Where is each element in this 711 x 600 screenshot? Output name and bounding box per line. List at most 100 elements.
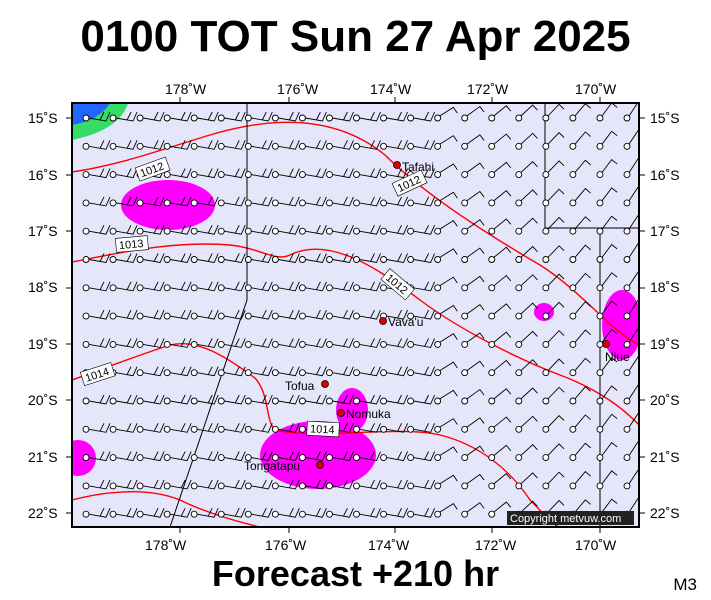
wind-barb xyxy=(217,366,246,377)
wind-barb xyxy=(82,309,111,320)
wind-barb xyxy=(353,140,381,150)
wind-barb xyxy=(298,366,327,377)
wind-barb xyxy=(298,196,327,207)
wind-barb xyxy=(244,309,273,320)
wind-barb xyxy=(163,168,192,179)
wind-barb xyxy=(623,186,639,207)
wind-barb xyxy=(244,338,273,348)
wind-barb xyxy=(353,309,381,320)
wind-barb xyxy=(217,338,246,348)
wind-barb xyxy=(109,196,138,207)
wind-barb xyxy=(109,338,138,348)
wind-barb xyxy=(434,361,458,377)
wind-barb xyxy=(109,394,138,405)
wind-barb xyxy=(298,309,327,320)
wind-barb xyxy=(217,451,246,462)
place-label-vavau: Vava'u xyxy=(388,315,423,329)
wind-barb xyxy=(461,473,485,490)
wind-barb xyxy=(461,162,485,179)
wind-barb xyxy=(326,224,354,235)
wind-barb xyxy=(461,417,485,433)
wind-barb xyxy=(109,111,138,122)
wind-barb xyxy=(407,366,436,377)
wind-barb xyxy=(380,394,408,405)
wind-barb xyxy=(461,360,485,377)
rain-area-tongatapu xyxy=(260,421,376,489)
wind-barb xyxy=(380,451,408,462)
wind-barb xyxy=(326,281,354,292)
wind-barb xyxy=(353,479,381,490)
wind-barb xyxy=(163,479,192,490)
wind-barb xyxy=(434,135,458,150)
wind-barb xyxy=(190,366,219,377)
wind-barb xyxy=(244,224,273,235)
wind-barb xyxy=(596,413,618,433)
place-label-tongatapu: Tongatapu xyxy=(244,459,300,473)
wind-barb xyxy=(488,190,512,207)
wind-barb xyxy=(380,224,408,235)
wind-barb xyxy=(190,196,219,207)
wind-barb xyxy=(163,507,192,518)
wind-barb xyxy=(271,111,300,122)
wind-barb xyxy=(515,359,538,377)
wind-barb xyxy=(353,451,381,462)
wind-barb xyxy=(380,479,408,490)
lon-label-bottom: 172˚W xyxy=(475,537,517,553)
wind-barb xyxy=(380,111,408,122)
wind-barb xyxy=(461,219,485,235)
place-marker-vavau xyxy=(379,317,387,325)
wind-barb xyxy=(271,394,300,405)
longitude-labels-bottom: 178˚W 176˚W 174˚W 172˚W 170˚W xyxy=(145,537,617,553)
wind-barb xyxy=(515,387,538,405)
wind-barb xyxy=(109,281,138,292)
wind-barb xyxy=(326,394,354,405)
wind-barb xyxy=(271,224,300,235)
place-marker-tofua xyxy=(321,380,329,388)
wind-barb xyxy=(109,224,138,235)
wind-barb xyxy=(434,163,458,179)
lon-label-bottom: 170˚W xyxy=(575,537,617,553)
wind-barb xyxy=(407,507,436,518)
latitude-labels-right: 15˚S 16˚S 17˚S 18˚S 19˚S 20˚S 21˚S 22˚S xyxy=(650,110,680,521)
wind-barb xyxy=(136,394,165,405)
wind-barb xyxy=(407,394,436,405)
wind-barb xyxy=(326,168,354,179)
wind-barb xyxy=(163,394,192,405)
wind-barb xyxy=(407,140,436,150)
wind-barb xyxy=(434,106,458,122)
wind-barb xyxy=(82,479,111,490)
lat-label-right: 21˚S xyxy=(650,449,680,465)
wind-barb xyxy=(380,507,408,518)
wind-barb xyxy=(623,328,639,348)
wind-barb xyxy=(515,415,538,433)
wind-barb xyxy=(271,309,300,320)
wind-barb xyxy=(217,281,246,292)
wind-barb xyxy=(623,103,639,122)
wind-barb xyxy=(326,507,354,518)
wind-barb xyxy=(82,224,111,235)
wind-barb xyxy=(461,502,485,518)
wind-barb xyxy=(488,161,512,179)
wind-barb xyxy=(326,111,354,122)
wind-barb xyxy=(407,224,436,235)
wind-barb xyxy=(596,357,618,377)
wind-barb xyxy=(569,159,591,179)
wind-barb xyxy=(82,451,111,462)
wind-barb xyxy=(298,168,327,179)
wind-barb xyxy=(569,329,591,348)
wind-barb xyxy=(82,111,111,122)
wind-barb xyxy=(271,479,300,490)
wind-barb xyxy=(434,276,458,292)
wind-barb xyxy=(82,394,111,405)
lat-label-left: 16˚S xyxy=(28,167,58,183)
wind-barb xyxy=(217,479,246,490)
wind-barb xyxy=(569,442,591,462)
wind-barb xyxy=(244,140,273,150)
wind-barb xyxy=(488,246,512,263)
wind-barb xyxy=(434,502,458,518)
wind-barb xyxy=(190,423,219,433)
wind-barb xyxy=(109,451,138,462)
wind-barb xyxy=(434,474,458,490)
wind-barb xyxy=(109,507,138,518)
wind-barb xyxy=(353,253,381,264)
